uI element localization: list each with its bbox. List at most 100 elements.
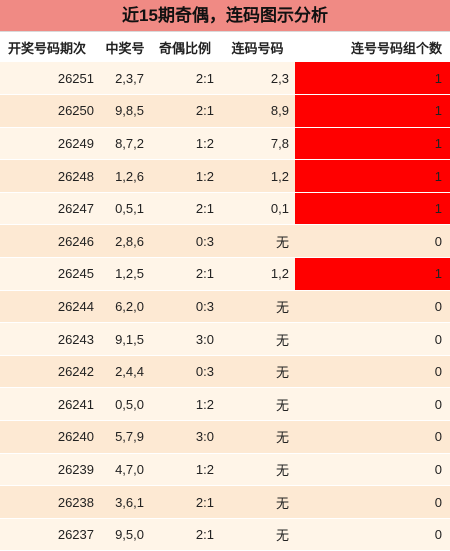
table-cell: 26246 (0, 224, 100, 259)
table-cell: 3:0 (150, 322, 220, 356)
table-cell: 9,8,5 (100, 94, 150, 128)
table-cell: 2,8,6 (100, 224, 150, 259)
table-cell: 26237 (0, 518, 100, 551)
table-cell: 2,3 (220, 62, 295, 96)
table-cell: 2:1 (150, 192, 220, 226)
table-cell: 0:3 (150, 290, 220, 324)
table-row: 26250 9,8,5 2:1 8,9 1 (0, 94, 450, 128)
column-header: 奇偶比例 (150, 32, 220, 62)
table-cell: 无 (220, 322, 295, 356)
table-cell: 26238 (0, 485, 100, 519)
table-cell: 2:1 (150, 485, 220, 519)
table-cell: 1,2 (220, 159, 295, 193)
table-cell: 0:3 (150, 355, 220, 389)
table-cell: 1:2 (150, 127, 220, 161)
data-table: 开奖号码期次 中奖号 奇偶比例 连码号码 连号号码组个数 26251 2,3,7 2:1 2,… (0, 32, 450, 551)
table-cell: 无 (220, 453, 295, 487)
table-cell: 1 (295, 257, 450, 291)
table-cell: 0,5,1 (100, 192, 150, 226)
table-cell: 1,2,5 (100, 257, 150, 291)
title: 近15期奇偶，连码图示分析 (0, 0, 450, 32)
table-cell: 1:2 (150, 159, 220, 193)
table-cell: 4,7,0 (100, 453, 150, 487)
table-cell: 1,2,6 (100, 159, 150, 193)
table-cell: 无 (220, 485, 295, 519)
table-cell: 无 (220, 420, 295, 454)
column-header: 开奖号码期次 (0, 32, 100, 62)
table-cell: 26241 (0, 387, 100, 422)
table-cell: 1:2 (150, 387, 220, 422)
table-row: 26244 6,2,0 0:3 无 0 (0, 290, 450, 324)
table-cell: 1 (295, 62, 450, 96)
header-row: 开奖号码期次 中奖号 奇偶比例 连码号码 连号号码组个数 (0, 32, 450, 62)
table-cell: 2:1 (150, 94, 220, 128)
table-cell: 1 (295, 192, 450, 226)
table-cell: 26243 (0, 322, 100, 356)
table-cell: 3:0 (150, 420, 220, 454)
table-row: 26251 2,3,7 2:1 2,3 1 (0, 62, 450, 96)
table-cell: 9,1,5 (100, 322, 150, 356)
table-cell: 26239 (0, 453, 100, 487)
table-row: 26248 1,2,6 1:2 1,2 1 (0, 159, 450, 193)
column-header: 连号号码组个数 (295, 32, 450, 62)
table-row: 26243 9,1,5 3:0 无 0 (0, 322, 450, 356)
table-row: 26245 1,2,5 2:1 1,2 1 (0, 257, 450, 291)
table-cell: 无 (220, 290, 295, 324)
table-row: 26238 3,6,1 2:1 无 0 (0, 485, 450, 519)
table-row: 26237 9,5,0 2:1 无 0 (0, 518, 450, 551)
table-row: 26247 0,5,1 2:1 0,1 1 (0, 192, 450, 226)
table-cell: 0:3 (150, 224, 220, 259)
table-cell: 3,6,1 (100, 485, 150, 519)
table-cell: 26249 (0, 127, 100, 161)
table-cell: 0 (295, 355, 450, 389)
table-cell: 1 (295, 159, 450, 193)
table-row: 26241 0,5,0 1:2 无 0 (0, 387, 450, 422)
table-cell: 0 (295, 420, 450, 454)
table-cell: 26248 (0, 159, 100, 193)
table-cell: 9,5,0 (100, 518, 150, 551)
table-row: 26239 4,7,0 1:2 无 0 (0, 453, 450, 487)
table-row: 26249 8,7,2 1:2 7,8 1 (0, 127, 450, 161)
table-cell: 8,7,2 (100, 127, 150, 161)
table-cell: 26247 (0, 192, 100, 226)
table-cell: 26242 (0, 355, 100, 389)
table-cell: 0 (295, 485, 450, 519)
table-cell: 2:1 (150, 257, 220, 291)
table-cell: 26251 (0, 62, 100, 96)
table-cell: 0 (295, 387, 450, 422)
table-body: 26251 2,3,7 2:1 2,3 1 26250 9,8,5 2:1 8,9 1 26249 8… (0, 62, 450, 551)
table-cell: 0 (295, 322, 450, 356)
table-cell: 1,2 (220, 257, 295, 291)
table-row: 26246 2,8,6 0:3 无 0 (0, 224, 450, 259)
column-header: 中奖号 (100, 32, 150, 62)
table-cell: 2:1 (150, 62, 220, 96)
table-cell: 2:1 (150, 518, 220, 551)
table-cell: 1:2 (150, 453, 220, 487)
table-cell: 8,9 (220, 94, 295, 128)
table-cell: 0 (295, 224, 450, 259)
table-cell: 26240 (0, 420, 100, 454)
table-row: 26240 5,7,9 3:0 无 0 (0, 420, 450, 454)
table-cell: 无 (220, 518, 295, 551)
table-cell: 0,5,0 (100, 387, 150, 422)
table-cell: 2,3,7 (100, 62, 150, 96)
table-cell: 1 (295, 94, 450, 128)
table-cell: 26244 (0, 290, 100, 324)
table-cell: 7,8 (220, 127, 295, 161)
table-cell: 无 (220, 224, 295, 259)
table-cell: 2,4,4 (100, 355, 150, 389)
table-cell: 6,2,0 (100, 290, 150, 324)
table-cell: 0,1 (220, 192, 295, 226)
table-cell: 0 (295, 518, 450, 551)
column-header: 连码号码 (220, 32, 295, 62)
table-cell: 无 (220, 355, 295, 389)
table-cell: 无 (220, 387, 295, 422)
table-row: 26242 2,4,4 0:3 无 0 (0, 355, 450, 389)
table-cell: 26250 (0, 94, 100, 128)
table-cell: 1 (295, 127, 450, 161)
table-cell: 5,7,9 (100, 420, 150, 454)
table-cell: 0 (295, 453, 450, 487)
table-cell: 26245 (0, 257, 100, 291)
table-cell: 0 (295, 290, 450, 324)
